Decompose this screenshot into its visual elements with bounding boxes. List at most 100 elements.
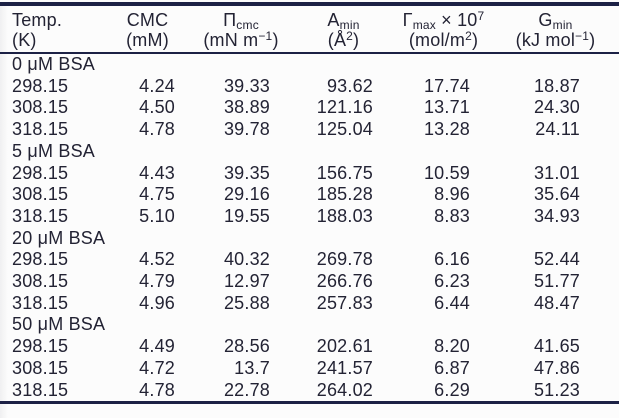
temperature-cell: 308.15 [12,97,69,118]
col-name: Γmax × 107 [402,9,485,32]
gamma_max_e7-cell: 6.29 [434,379,470,400]
cmc-cell: 4.72 [139,357,175,378]
a_min-cell: 269.78 [316,249,373,270]
col-unit: (mN m−1) [203,29,279,50]
temperature-cell: 298.15 [12,336,69,357]
temperature-cell: 318.15 [12,292,69,313]
section-row: 50 μM BSA [0,314,619,336]
gamma_max_e7-cell: 8.83 [434,205,470,226]
cmc-cell: 4.78 [139,379,175,400]
col-header-a-min: Amin (Å2) [292,6,395,54]
g_min-cell: 24.11 [535,119,580,140]
temperature-cell: 298.15 [12,249,69,270]
cmc-cell: 4.43 [139,162,175,183]
g_min-cell: 24.30 [533,97,580,118]
g_min-cell: 51.23 [533,379,580,400]
temperature-cell: 318.15 [12,379,69,400]
g_min-cell: 52.44 [533,249,580,270]
cmc-cell: 5.10 [139,205,175,226]
col-header-gamma-max: Γmax × 107 (mol/m2) [395,6,492,54]
a_min-cell: 264.02 [316,379,373,400]
pi_cmc-cell: 13.7 [234,357,270,378]
cmc-cell: 4.52 [139,249,175,270]
col-unit: (mM) [126,30,169,50]
pi_cmc-cell: 29.16 [223,184,270,205]
gamma_max_e7-cell: 6.16 [434,249,470,270]
g_min-cell: 18.87 [533,75,580,96]
gamma_max_e7-cell: 17.74 [423,75,470,96]
table-row: 318.15 4.96 25.88 257.83 6.44 48.47 [0,293,619,315]
table-row: 308.15 4.50 38.89 121.16 13.71 24.30 [0,97,619,119]
pi_cmc-cell: 28.56 [223,336,270,357]
pi_cmc-cell: 40.32 [223,249,270,270]
col-header-temperature: Temp. (K) [0,6,105,54]
pi_cmc-cell: 39.35 [223,162,270,183]
pi_cmc-cell: 25.88 [223,292,270,313]
cmc-cell: 4.24 [139,75,175,96]
surfactant-properties-table: Temp. (K) CMC (mM) Πcmc (mN m−1) Amin (Å… [0,6,619,401]
pi_cmc-cell: 39.33 [223,75,270,96]
section-label: 5 μM BSA [12,140,95,161]
col-name: Temp. [12,10,63,30]
gamma_max_e7-cell: 10.59 [423,162,470,183]
col-unit: (K) [12,30,37,50]
section-row: 5 μM BSA [0,141,619,163]
section-label: 50 μM BSA [12,314,106,335]
pi_cmc-cell: 19.55 [223,205,270,226]
g_min-cell: 47.86 [533,357,580,378]
gamma_max_e7-cell: 8.20 [434,336,470,357]
table-row: 298.15 4.24 39.33 93.62 17.74 18.87 [0,76,619,98]
cmc-cell: 4.96 [139,292,175,313]
temperature-cell: 298.15 [12,75,69,96]
section-row: 20 μM BSA [0,228,619,250]
a_min-cell: 121.16 [316,97,373,118]
cmc-cell: 4.78 [139,119,175,140]
col-header-pi-cmc: Πcmc (mN m−1) [190,6,292,54]
table-row: 308.15 4.72 13.7 241.57 6.87 47.86 [0,358,619,380]
col-name: Πcmc [223,10,259,32]
gamma_max_e7-cell: 8.96 [434,184,470,205]
table-row: 318.15 5.10 19.55 188.03 8.83 34.93 [0,206,619,228]
table-row: 298.15 4.52 40.32 269.78 6.16 52.44 [0,249,619,271]
temperature-cell: 298.15 [12,162,69,183]
table-body: 0 μM BSA 298.15 4.24 39.33 93.62 17.74 18.87 30… [0,53,619,401]
pi_cmc-cell: 22.78 [223,379,270,400]
col-name: Amin [327,10,360,32]
a_min-cell: 185.28 [316,184,373,205]
temperature-cell: 308.15 [12,357,69,378]
cmc-cell: 4.79 [139,271,175,292]
table-row: 318.15 4.78 22.78 264.02 6.29 51.23 [0,380,619,402]
header-row: Temp. (K) CMC (mM) Πcmc (mN m−1) Amin (Å… [0,6,619,54]
section-label: 20 μM BSA [12,227,106,248]
col-name: Gmin [538,10,573,32]
col-header-cmc: CMC (mM) [105,6,190,54]
a_min-cell: 257.83 [316,292,373,313]
g_min-cell: 35.64 [533,184,580,205]
g_min-cell: 51.77 [533,271,580,292]
gamma_max_e7-cell: 13.71 [423,97,470,118]
col-unit: (kJ mol−1) [515,29,596,50]
temperature-cell: 318.15 [12,119,69,140]
g_min-cell: 34.93 [533,205,580,226]
a_min-cell: 93.62 [326,75,373,96]
cmc-cell: 4.49 [139,336,175,357]
table-row: 298.15 4.43 39.35 156.75 10.59 31.01 [0,163,619,185]
col-header-g-min: Gmin (kJ mol−1) [492,6,619,54]
data-table-frame: Temp. (K) CMC (mM) Πcmc (mN m−1) Amin (Å… [0,2,619,405]
table-header: Temp. (K) CMC (mM) Πcmc (mN m−1) Amin (Å… [0,6,619,54]
a_min-cell: 156.75 [316,162,373,183]
pi_cmc-cell: 39.78 [223,119,270,140]
g_min-cell: 41.65 [533,336,580,357]
col-unit: (Å2) [327,29,360,50]
gamma_max_e7-cell: 6.23 [434,271,470,292]
table-row: 298.15 4.49 28.56 202.61 8.20 41.65 [0,336,619,358]
g_min-cell: 31.01 [533,162,580,183]
table-row: 308.15 4.75 29.16 185.28 8.96 35.64 [0,184,619,206]
col-unit: (mol/m2) [408,29,479,50]
a_min-cell: 202.61 [316,336,373,357]
a_min-cell: 241.57 [316,357,373,378]
gamma_max_e7-cell: 13.28 [423,119,470,140]
pi_cmc-cell: 12.97 [223,271,270,292]
table-row: 318.15 4.78 39.78 125.04 13.28 24.11 [0,119,619,141]
